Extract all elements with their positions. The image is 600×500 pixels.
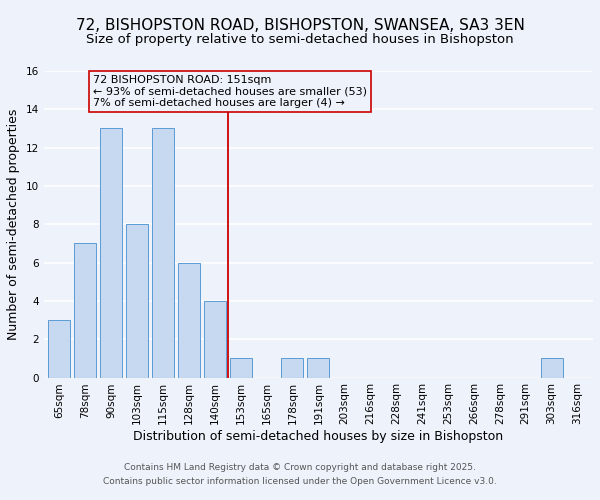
Bar — [230, 358, 251, 378]
Text: 72 BISHOPSTON ROAD: 151sqm
← 93% of semi-detached houses are smaller (53)
7% of : 72 BISHOPSTON ROAD: 151sqm ← 93% of semi… — [93, 75, 367, 108]
Bar — [100, 128, 122, 378]
Bar — [307, 358, 329, 378]
Bar — [74, 244, 96, 378]
Bar — [203, 301, 226, 378]
Text: Contains HM Land Registry data © Crown copyright and database right 2025.: Contains HM Land Registry data © Crown c… — [124, 464, 476, 472]
Text: 72, BISHOPSTON ROAD, BISHOPSTON, SWANSEA, SA3 3EN: 72, BISHOPSTON ROAD, BISHOPSTON, SWANSEA… — [76, 18, 524, 32]
Text: Size of property relative to semi-detached houses in Bishopston: Size of property relative to semi-detach… — [86, 32, 514, 46]
Bar — [178, 262, 200, 378]
Y-axis label: Number of semi-detached properties: Number of semi-detached properties — [7, 108, 20, 340]
Bar — [126, 224, 148, 378]
Text: Contains public sector information licensed under the Open Government Licence v3: Contains public sector information licen… — [103, 478, 497, 486]
Bar — [541, 358, 563, 378]
X-axis label: Distribution of semi-detached houses by size in Bishopston: Distribution of semi-detached houses by … — [133, 430, 503, 443]
Bar — [152, 128, 174, 378]
Bar — [281, 358, 304, 378]
Bar — [48, 320, 70, 378]
